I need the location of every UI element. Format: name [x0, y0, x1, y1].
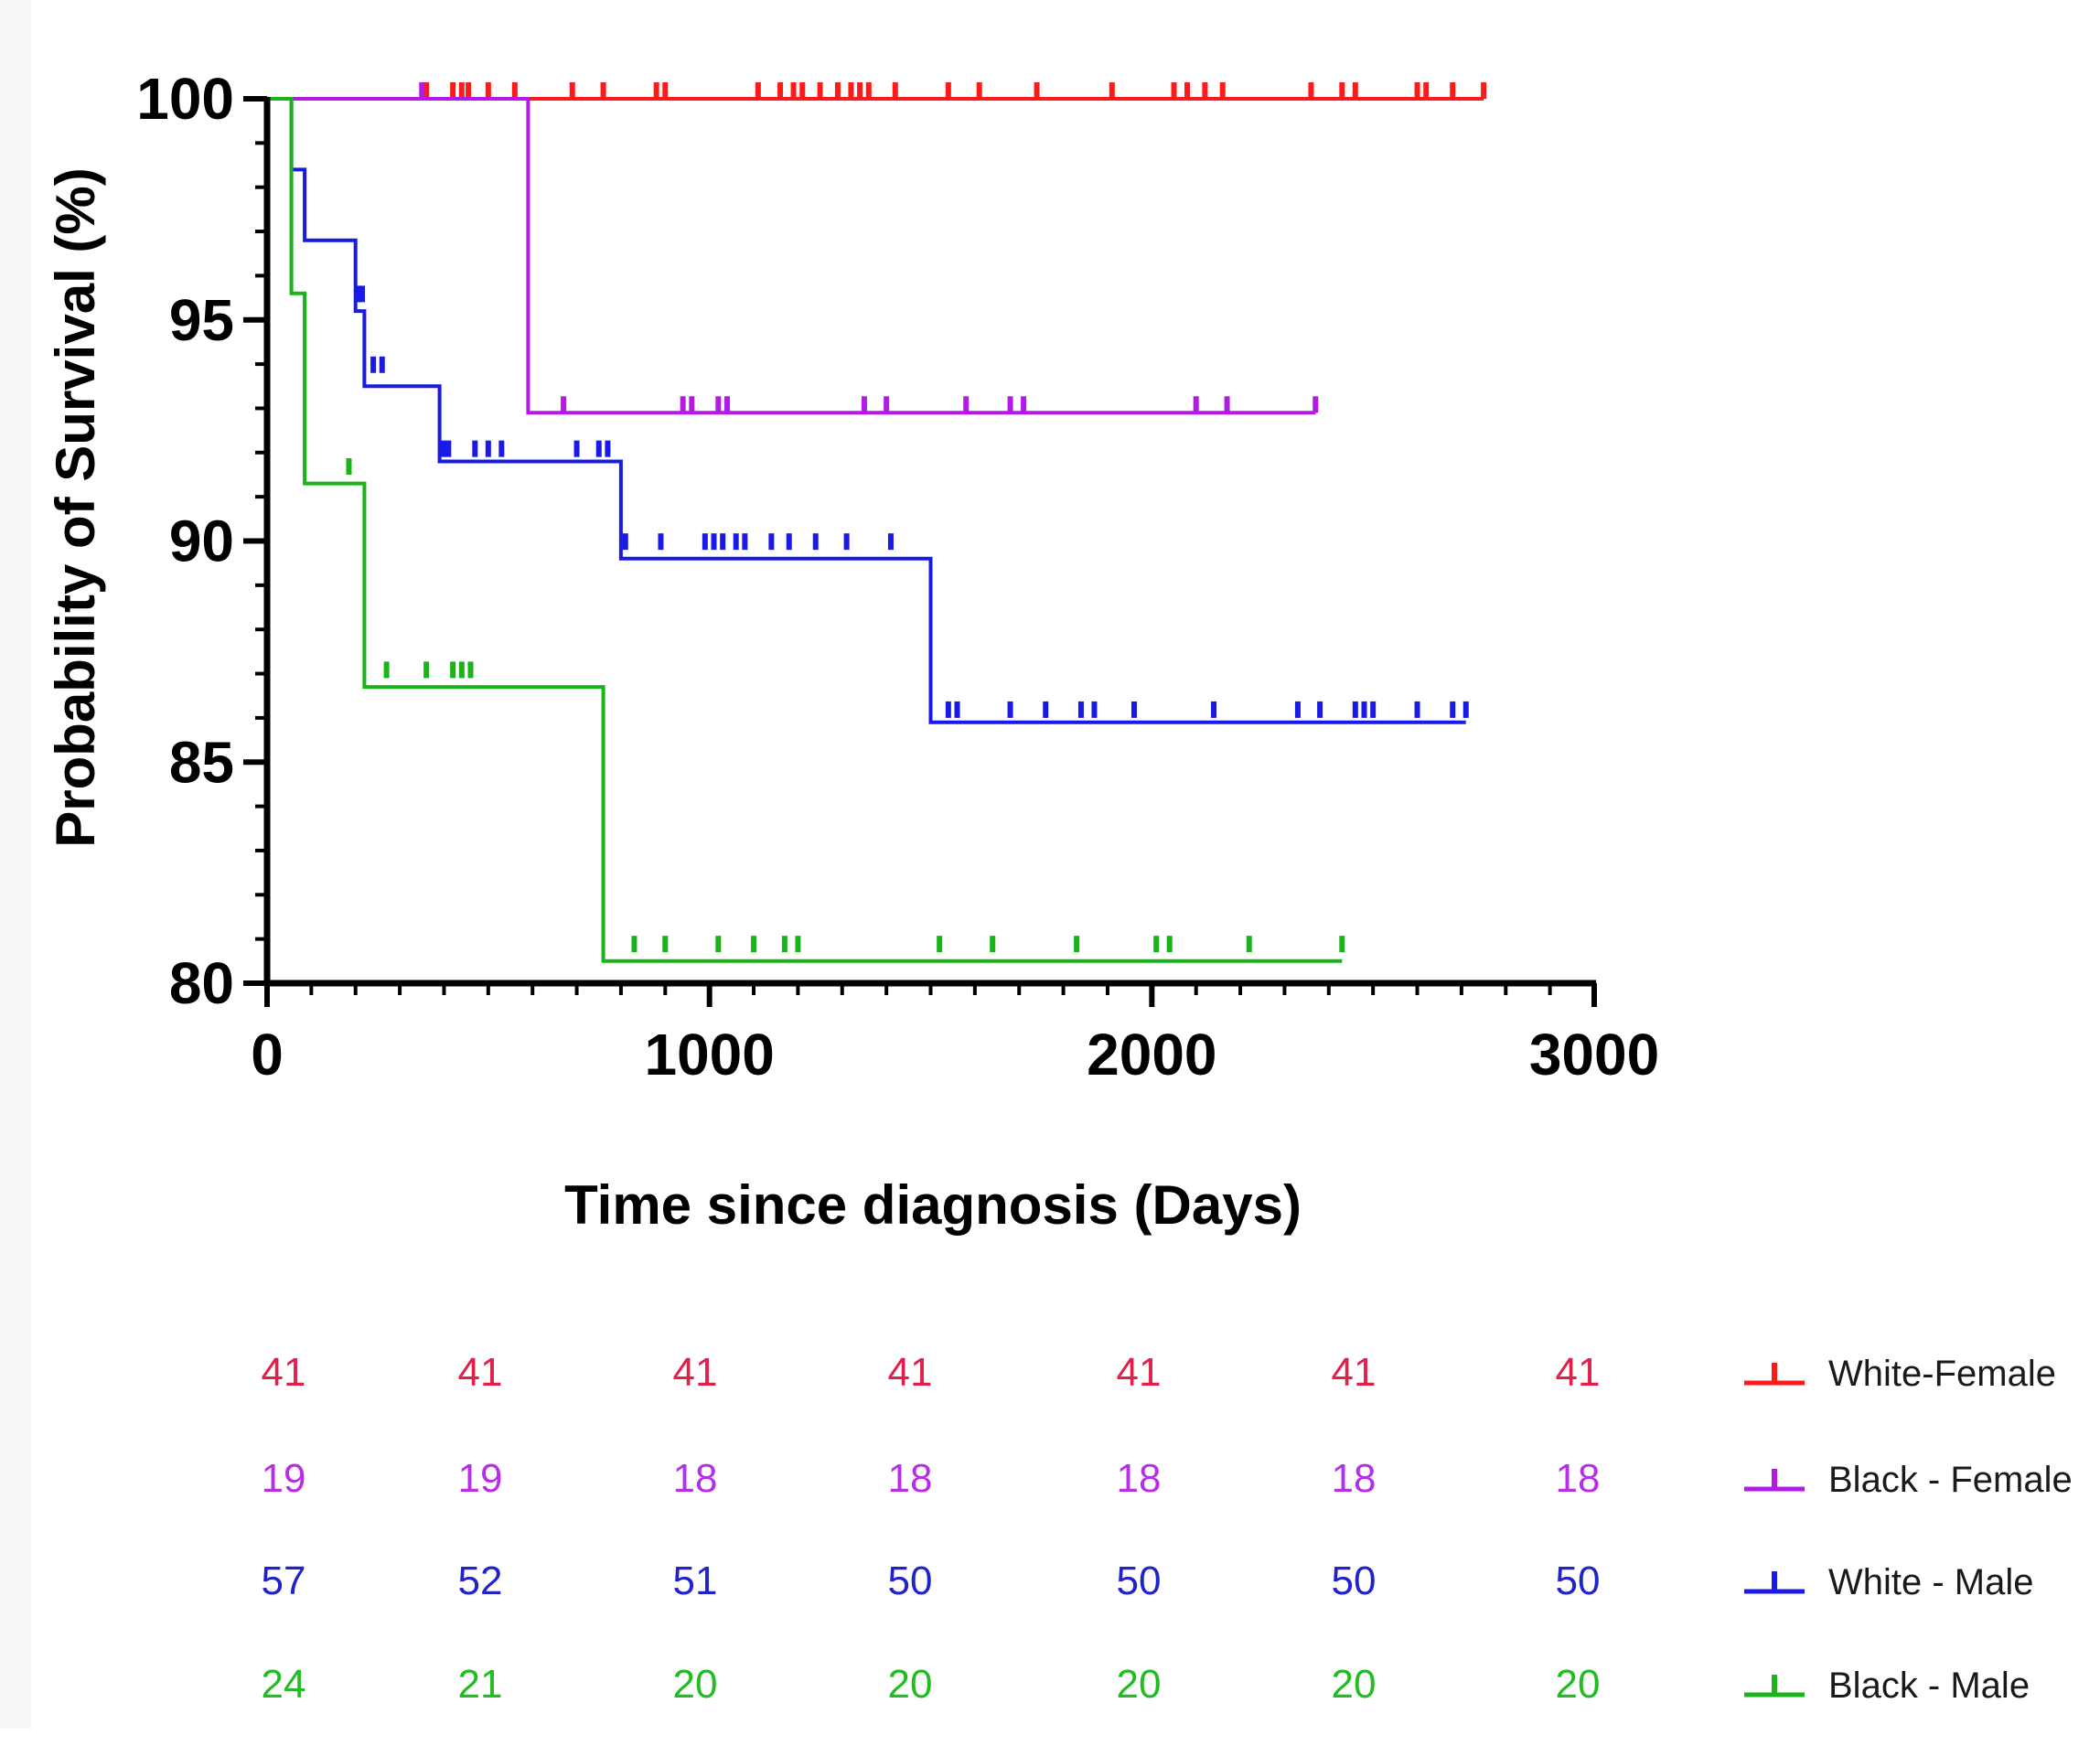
series-line-3 [267, 97, 1343, 963]
legend-item-1: Black - Female [1742, 1452, 2073, 1507]
risk-cell-3-2: 20 [672, 1662, 718, 1707]
risk-cell-2-2: 51 [672, 1559, 718, 1603]
x-axis-label: Time since diagnosis (Days) [564, 1174, 1302, 1236]
legend-swatch-icon [1744, 1571, 1805, 1594]
x-tick-label-2: 2000 [1087, 1022, 1216, 1087]
risk-cell-1-1: 19 [457, 1456, 503, 1501]
risk-cell-3-6: 20 [1555, 1662, 1601, 1707]
risk-cell-2-6: 50 [1555, 1559, 1601, 1603]
risk-cell-0-3: 41 [887, 1350, 933, 1395]
legend-item-0: White-Female [1742, 1346, 2056, 1401]
legend-swatch-icon [1744, 1363, 1805, 1386]
plot-layer [267, 82, 1487, 963]
series-line-1 [267, 97, 1316, 415]
y-axis-label: Probability of Survival (%) [45, 167, 106, 847]
legend-swatch-icon [1744, 1675, 1805, 1698]
risk-cell-1-6: 18 [1555, 1456, 1601, 1501]
risk-cell-3-5: 20 [1331, 1662, 1377, 1707]
legend-label: Black - Male [1828, 1665, 2030, 1706]
risk-cell-0-6: 41 [1555, 1350, 1601, 1395]
risk-cell-2-1: 52 [457, 1559, 503, 1603]
risk-cell-2-4: 50 [1116, 1559, 1162, 1603]
risk-cell-2-0: 57 [261, 1559, 306, 1603]
risk-cell-3-1: 21 [457, 1662, 503, 1707]
legend-item-3: Black - Male [1742, 1658, 2030, 1713]
left-edge-strip [0, 0, 31, 1729]
legend-label: Black - Female [1828, 1459, 2073, 1500]
y-tick-label-0: 80 [169, 950, 234, 1016]
risk-cell-1-4: 18 [1116, 1456, 1162, 1501]
risk-cell-1-0: 19 [261, 1456, 306, 1501]
risk-cell-3-0: 24 [261, 1662, 306, 1707]
risk-cell-0-5: 41 [1331, 1350, 1377, 1395]
risk-cell-0-2: 41 [672, 1350, 718, 1395]
y-tick-label-4: 100 [136, 66, 234, 132]
risk-cell-0-4: 41 [1116, 1350, 1162, 1395]
legend-item-2: White - Male [1742, 1555, 2034, 1610]
legend-label: White - Male [1828, 1561, 2034, 1602]
legend-label: White-Female [1828, 1353, 2056, 1394]
risk-cell-3-4: 20 [1116, 1662, 1162, 1707]
risk-cell-0-1: 41 [457, 1350, 503, 1395]
legend-swatch-icon [1744, 1469, 1805, 1492]
y-tick-label-2: 90 [169, 509, 234, 574]
x-tick-label-1: 1000 [644, 1022, 774, 1087]
risk-cell-0-0: 41 [261, 1350, 306, 1395]
risk-cell-1-3: 18 [887, 1456, 933, 1501]
risk-cell-2-5: 50 [1331, 1559, 1377, 1603]
series-line-2 [267, 97, 1466, 724]
risk-cell-1-2: 18 [672, 1456, 718, 1501]
y-tick-label-3: 95 [169, 287, 234, 353]
risk-cell-3-3: 20 [887, 1662, 933, 1707]
x-tick-label-3: 3000 [1529, 1022, 1659, 1087]
risk-cell-2-3: 50 [887, 1559, 933, 1603]
x-tick-label-0: 0 [251, 1022, 284, 1087]
y-tick-label-1: 85 [169, 729, 234, 795]
risk-cell-1-5: 18 [1331, 1456, 1377, 1501]
